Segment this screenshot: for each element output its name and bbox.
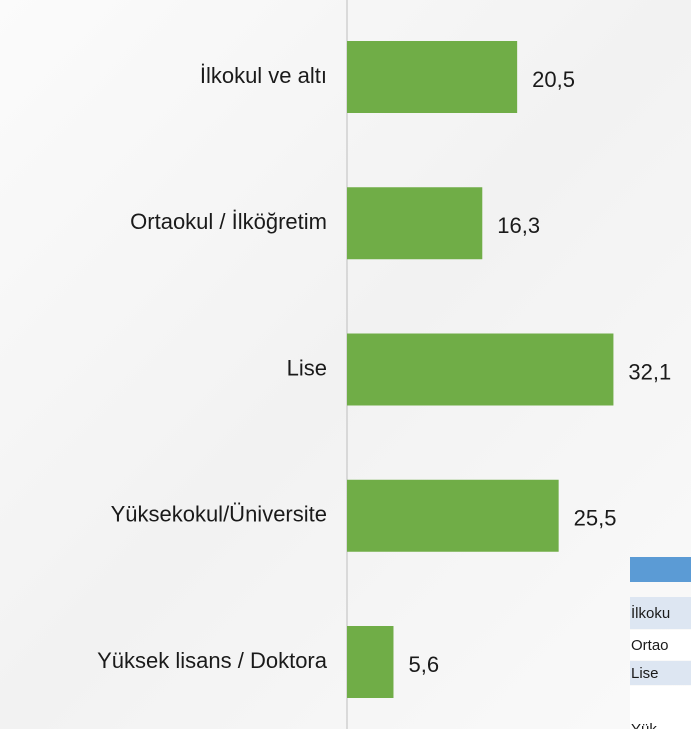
table-cell: Ortao (631, 637, 669, 654)
category-label: Ortaokul / İlköğretim (130, 209, 327, 234)
value-label: 32,1 (628, 359, 671, 384)
bar (347, 626, 394, 698)
table-cell: Lise (631, 665, 659, 682)
category-label: Yüksekokul/Üniversite (111, 502, 327, 527)
table-header (630, 557, 691, 582)
value-label: 16,3 (497, 213, 540, 238)
category-label: İlkokul ve altı (200, 63, 327, 88)
table-cell: Yük (631, 721, 657, 729)
table-cell: İlkoku (631, 604, 670, 622)
value-label: 5,6 (408, 652, 439, 677)
table-row (630, 630, 691, 660)
category-label: Lise (287, 355, 327, 380)
bar (347, 333, 614, 406)
category-label: Yüksek lisans / Doktora (97, 648, 328, 673)
bar (347, 187, 483, 260)
table-row (630, 686, 691, 729)
table-row (630, 661, 691, 685)
bar (347, 41, 518, 113)
value-label: 20,5 (532, 67, 575, 92)
value-label: 25,5 (574, 506, 617, 531)
table-row (630, 597, 691, 629)
bar (347, 479, 559, 552)
